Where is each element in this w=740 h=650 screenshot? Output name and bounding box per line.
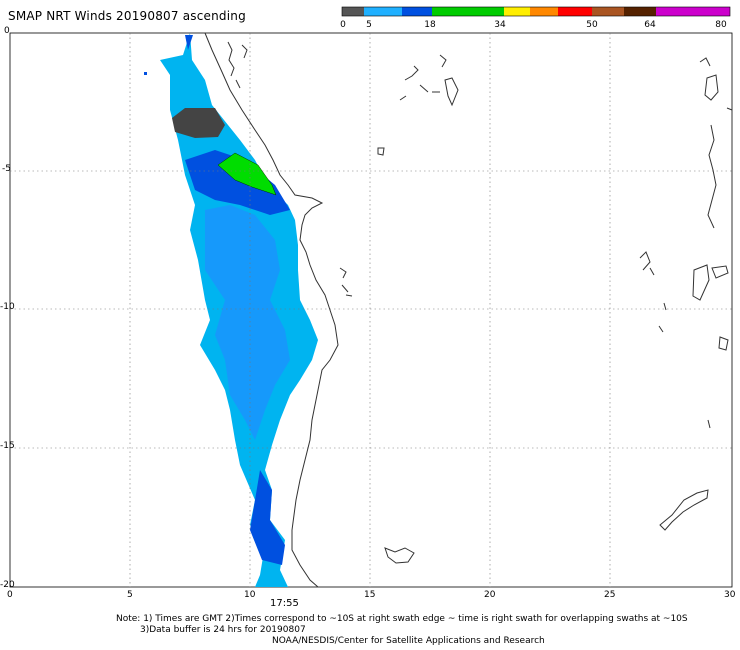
coastline-lake xyxy=(639,251,655,276)
coastline-north-scatter xyxy=(399,54,447,101)
x-axis-label-30: 30 xyxy=(724,590,736,600)
colorbar-label-18: 18 xyxy=(424,20,436,30)
colorbar-label-64: 64 xyxy=(644,20,656,30)
y-axis-label-minus10: -10 xyxy=(0,302,15,312)
colorbar-label-5: 5 xyxy=(366,20,372,30)
coastline-islands-1 xyxy=(339,267,347,279)
colorbar-segment-extreme xyxy=(624,7,656,16)
x-axis-label-20: 20 xyxy=(484,590,496,600)
wind-swath xyxy=(144,33,318,587)
map-frame xyxy=(9,32,733,588)
y-axis-label-0: 0 xyxy=(4,26,10,36)
coastline-ne-scatter xyxy=(699,57,711,67)
coastline-island-ne xyxy=(704,74,719,101)
colorbar-segment-light xyxy=(402,7,432,16)
colorbar xyxy=(341,6,731,17)
swath-medium-blue xyxy=(205,205,290,440)
y-axis-label-minus20: -20 xyxy=(0,580,15,590)
y-axis-label-minus15: -15 xyxy=(0,441,15,451)
swath-moderate-wind xyxy=(217,152,277,196)
x-axis-label-5: 5 xyxy=(127,590,133,600)
coastline-islands-2 xyxy=(341,284,353,297)
colorbar-label-34: 34 xyxy=(494,20,506,30)
x-axis-label-10: 10 xyxy=(244,590,256,600)
coastline-island-east2 xyxy=(711,265,729,279)
note-line-2: 3)Data buffer is 24 hrs for 20190807 xyxy=(140,625,306,635)
y-axis-label-minus5: -5 xyxy=(2,164,11,174)
swath-dark-blue-tip xyxy=(185,35,193,50)
coastline-north-bits-3 xyxy=(235,79,241,89)
swath-dark-blue-north xyxy=(185,150,290,215)
coastline-island-east xyxy=(692,264,710,301)
coastline-south-east xyxy=(659,489,709,531)
note-line-1: Note: 1) Times are GMT 2)Times correspon… xyxy=(116,614,688,624)
coastline-east-coast xyxy=(707,124,717,229)
colorbar-segment-strong xyxy=(504,7,530,16)
colorbar-segment-land xyxy=(342,7,364,16)
colorbar-segment-max xyxy=(656,7,730,16)
colorbar-segment-hurricane xyxy=(592,7,624,16)
map-grid xyxy=(10,33,732,587)
coastline-north-bits-2 xyxy=(241,44,248,59)
colorbar-label-50: 50 xyxy=(586,20,598,30)
colorbar-label-80: 80 xyxy=(715,20,727,30)
x-axis-label-25: 25 xyxy=(604,590,616,600)
coastline-island-ne2 xyxy=(726,107,733,111)
coastline-mainland xyxy=(204,32,339,588)
colorbar-segment-storm xyxy=(558,7,592,16)
coastline-lake-small xyxy=(377,147,385,156)
colorbar-segment-gale xyxy=(530,7,558,16)
coastline-north-bits xyxy=(227,41,235,77)
coastlines xyxy=(204,32,733,588)
page-title: SMAP NRT Winds 20190807 ascending xyxy=(8,9,246,23)
coastline-east-scatter xyxy=(658,302,711,429)
colorbar-label-0: 0 xyxy=(340,20,346,30)
colorbar-segment-calm xyxy=(364,7,402,16)
x-axis-label-0: 0 xyxy=(7,590,13,600)
coastline-lake-sw xyxy=(384,547,415,564)
note-line-3: NOAA/NESDIS/Center for Satellite Applica… xyxy=(272,636,545,646)
colorbar-segment-moderate xyxy=(432,7,504,16)
swath-time-label: 17:55 xyxy=(270,598,299,609)
swath-pixel xyxy=(144,72,147,75)
coastline-island-east3 xyxy=(718,336,729,351)
coastline-north-scatter-2 xyxy=(444,77,459,107)
swath-land-gap xyxy=(172,108,225,138)
swath-dark-blue-south xyxy=(250,470,285,565)
x-axis-label-15: 15 xyxy=(364,590,376,600)
